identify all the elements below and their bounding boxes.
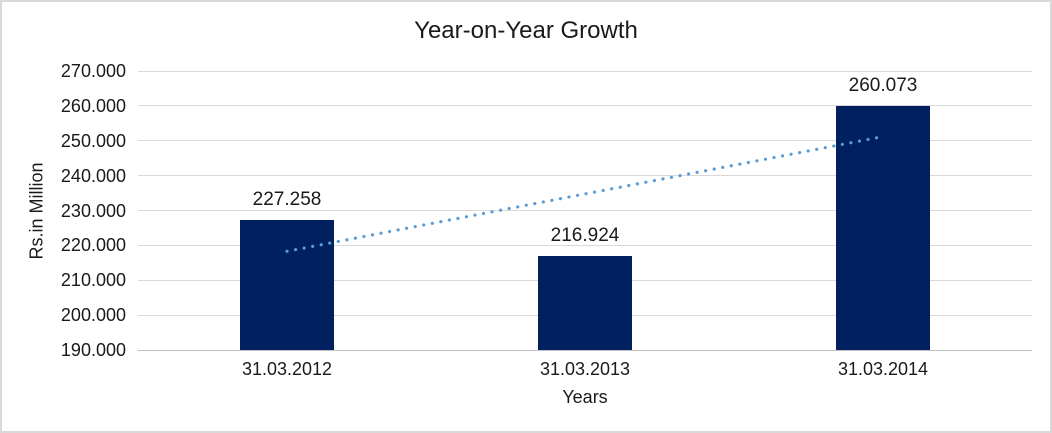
y-tick-label: 240.000 [60, 165, 126, 186]
x-axis-line [138, 349, 1032, 351]
y-tick-label: 230.000 [60, 200, 126, 221]
bar-31.03.2013 [538, 256, 632, 350]
bar-31.03.2012 [240, 220, 334, 350]
trendline [285, 134, 885, 253]
x-axis-title: Years [562, 387, 608, 407]
plot-area: 227.258 216.924 260.073 [138, 70, 1032, 351]
y-tick-label: 190.000 [60, 340, 126, 360]
gridline [138, 140, 1032, 142]
bar-31.03.2014 [836, 105, 930, 350]
x-tick-label: 31.03.2014 [837, 359, 929, 379]
y-tick-label: 270.000 [60, 61, 126, 81]
bar-value-label: 227.258 [252, 189, 322, 211]
gridline [138, 105, 1032, 107]
gridline [138, 244, 1032, 246]
bar-value-label: 216.924 [550, 225, 620, 247]
y-tick-label: 260.000 [60, 95, 126, 116]
y-tick-label: 210.000 [60, 270, 126, 291]
y-tick-label: 220.000 [60, 235, 126, 256]
gridline [138, 70, 1032, 72]
chart-title: Year-on-Year Growth [414, 17, 638, 44]
x-tick-label: 31.03.2012 [241, 359, 333, 379]
gridline [138, 175, 1032, 177]
bar-value-label: 260.073 [848, 74, 918, 96]
y-tick-label: 200.000 [60, 305, 126, 326]
y-tick-label: 250.000 [60, 130, 126, 151]
x-tick-label: 31.03.2013 [539, 359, 631, 379]
gridline [138, 210, 1032, 211]
